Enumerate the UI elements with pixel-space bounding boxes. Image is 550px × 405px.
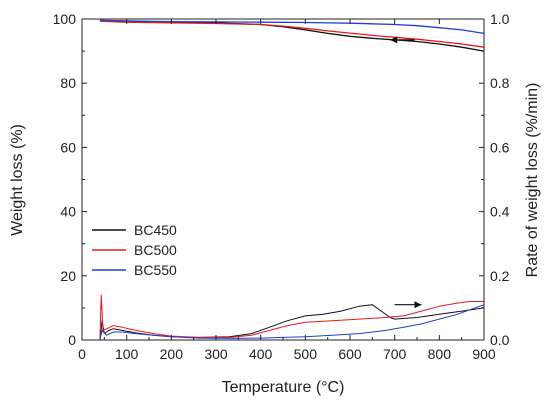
- x-tick-label: 300: [204, 346, 228, 362]
- rate-line-bc550: [99, 304, 485, 341]
- y-right-tick-label: 0.0: [490, 332, 510, 348]
- y-axis-left-title: Weight loss (%): [9, 124, 26, 236]
- x-tick-label: 200: [160, 346, 184, 362]
- y-right-tick-label: 0.8: [490, 75, 510, 91]
- y-left-tick-label: 100: [53, 11, 77, 27]
- y-right-tick-label: 0.2: [490, 268, 510, 284]
- plot-frame: [81, 18, 485, 341]
- arrow-head: [390, 36, 398, 44]
- legend: BC450 BC500 BC550: [92, 222, 177, 278]
- x-tick-label: 900: [472, 346, 496, 362]
- y-left-tick-label: 40: [60, 204, 76, 220]
- x-tick-label: 400: [249, 346, 273, 362]
- weight-loss-line-bc450: [99, 19, 485, 52]
- arrow-head: [414, 301, 422, 309]
- x-tick-label: 0: [78, 346, 86, 362]
- x-axis-title: Temperature (°C): [222, 379, 345, 396]
- x-tick-label: 600: [338, 346, 362, 362]
- plot-area: [99, 19, 485, 341]
- legend-label-bc450: BC450: [134, 222, 177, 238]
- arrow-right-annotation: [394, 301, 422, 309]
- weight-loss-line-bc550: [99, 19, 485, 35]
- x-tick-label: 700: [383, 346, 407, 362]
- y-right-tick-label: 0.4: [490, 204, 510, 220]
- y-left-tick-label: 80: [60, 75, 76, 91]
- y-left-tick-label: 0: [68, 332, 76, 348]
- rate-line-bc500: [99, 294, 484, 341]
- y-left-tick-label: 60: [60, 139, 76, 155]
- axes: 0 100 200 300 400 500 600 700 800 900 0 20 40 60 80 100…: [53, 11, 510, 362]
- y-right-tick-label: 0.6: [490, 139, 510, 155]
- y-axis-right-title: Rate of weight loss (%/min): [524, 83, 541, 278]
- y-right-tick-label: 1.0: [490, 11, 510, 27]
- x-tick-label: 500: [294, 346, 318, 362]
- legend-label-bc550: BC550: [134, 262, 177, 278]
- weight-loss-line-bc500: [99, 20, 485, 48]
- arrow-left-annotation: [390, 36, 415, 44]
- x-tick-label: 800: [428, 346, 452, 362]
- y-left-tick-label: 20: [60, 268, 76, 284]
- rate-line-bc450: [99, 304, 485, 341]
- x-tick-label: 100: [115, 346, 139, 362]
- legend-label-bc500: BC500: [134, 242, 177, 258]
